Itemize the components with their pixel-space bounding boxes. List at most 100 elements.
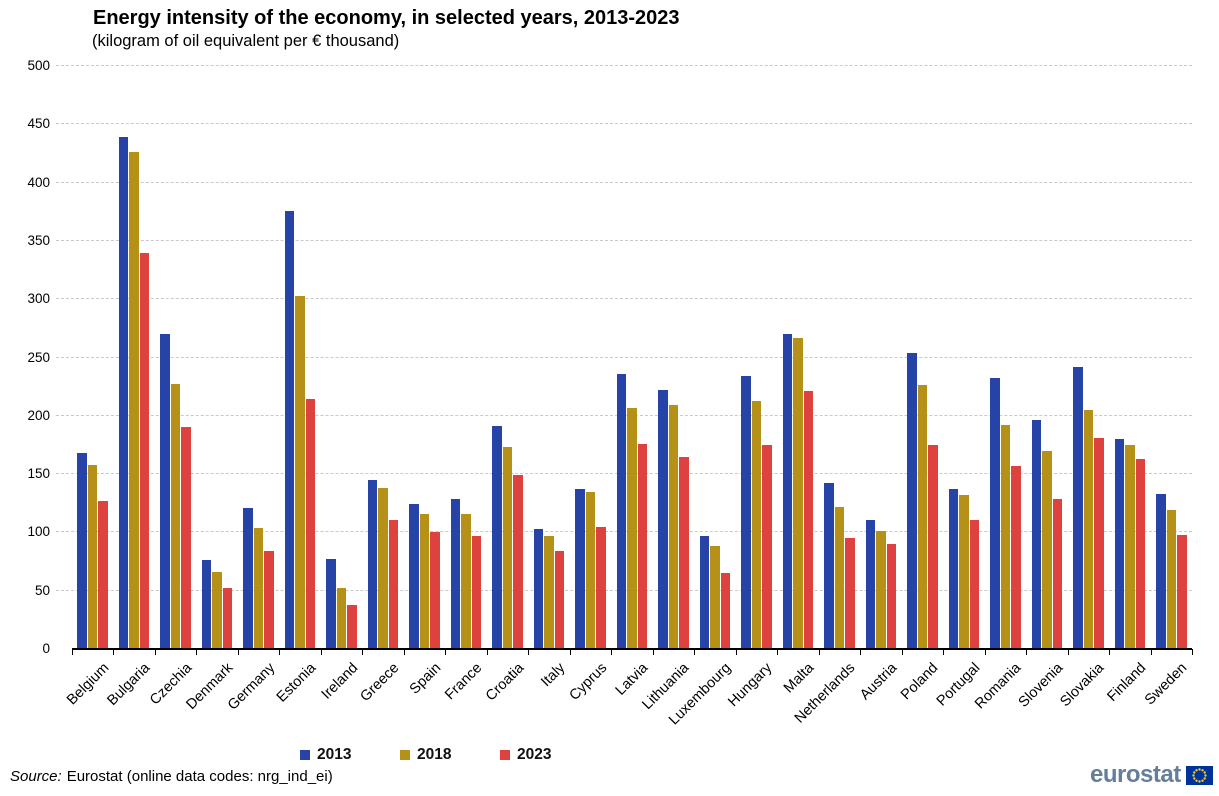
- bar-bulgaria-2013: [118, 137, 129, 649]
- x-axis-tick: [943, 649, 945, 655]
- x-axis-tick: [860, 649, 862, 655]
- bar-finland-2013: [1114, 439, 1125, 649]
- bar-spain-2018: [419, 513, 430, 649]
- bar-portugal-2018: [959, 495, 969, 649]
- x-axis-tick: [984, 649, 986, 655]
- gridline-y-350: [56, 239, 1192, 241]
- legend-label-2023: 2023: [517, 746, 552, 763]
- x-axis-tick: [652, 649, 654, 655]
- source-label: Source:: [10, 768, 62, 785]
- bar-finland-2018: [1125, 444, 1135, 649]
- x-axis-line: [72, 648, 1192, 650]
- bar-lithuania-2018: [668, 405, 679, 649]
- bar-romania-2018: [1000, 425, 1011, 649]
- bar-cyprus-2023: [596, 526, 606, 649]
- y-axis-tick-label: 400: [27, 174, 50, 190]
- bar-slovakia-2023: [1094, 437, 1104, 649]
- source-note: Source: Eurostat (online data codes: nrg_…: [10, 768, 333, 785]
- x-axis-tick: [445, 649, 447, 655]
- eu-flag-icon: [1185, 765, 1213, 785]
- x-axis-tick: [279, 649, 281, 655]
- bar-estonia-2018: [295, 295, 305, 649]
- bar-malta-2023: [803, 391, 814, 649]
- y-axis-tick-label: 50: [34, 582, 50, 598]
- gridline-y-450: [56, 123, 1192, 125]
- x-axis-tick: [486, 649, 488, 655]
- bar-slovenia-2023: [1052, 498, 1063, 649]
- x-axis-tick: [154, 649, 156, 655]
- bar-slovakia-2013: [1073, 366, 1083, 649]
- bar-belgium-2018: [87, 464, 98, 649]
- bar-spain-2023: [430, 532, 440, 649]
- bar-portugal-2023: [969, 519, 980, 649]
- bar-croatia-2013: [492, 426, 502, 649]
- bar-czechia-2013: [160, 334, 170, 649]
- bar-hungary-2018: [751, 400, 762, 649]
- bar-luxembourg-2018: [710, 546, 720, 649]
- x-axis-tick: [1026, 649, 1028, 655]
- x-axis-tick: [320, 649, 322, 655]
- y-axis-tick-label: 0: [42, 641, 50, 656]
- bar-germany-2023: [264, 551, 274, 649]
- bar-netherlands-2013: [824, 483, 834, 649]
- x-axis-tick: [113, 649, 115, 655]
- x-axis-tick: [196, 649, 198, 655]
- legend-item-2018: 2018: [400, 747, 451, 763]
- bar-italy-2013: [533, 528, 544, 649]
- bar-portugal-2013: [948, 489, 959, 649]
- x-axis-tick: [72, 649, 73, 655]
- bar-netherlands-2018: [834, 506, 845, 649]
- bar-ireland-2013: [326, 559, 336, 649]
- x-axis-tick: [694, 649, 696, 655]
- x-axis-tick: [362, 649, 364, 655]
- bar-austria-2013: [865, 519, 876, 649]
- bar-estonia-2013: [284, 210, 295, 649]
- legend-swatch-2023: [500, 750, 510, 760]
- y-axis-tick-label: 100: [27, 524, 50, 540]
- legend-item-2013: 2013: [300, 747, 351, 763]
- x-axis-tick: [528, 649, 530, 655]
- bar-hungary-2013: [741, 376, 751, 649]
- bar-latvia-2013: [616, 373, 627, 649]
- x-axis-tick: [611, 649, 613, 655]
- x-axis-tick: [777, 649, 779, 655]
- bar-poland-2023: [928, 444, 938, 649]
- bar-czechia-2023: [181, 427, 191, 649]
- x-axis-tick: [1067, 649, 1069, 655]
- bar-malta-2018: [793, 337, 803, 649]
- bar-belgium-2013: [77, 453, 87, 649]
- bar-italy-2018: [544, 535, 554, 649]
- bar-lithuania-2013: [658, 390, 668, 649]
- bar-croatia-2018: [502, 447, 513, 649]
- bar-latvia-2023: [637, 443, 648, 649]
- y-axis-tick-label: 200: [27, 407, 50, 423]
- legend-label-2018: 2018: [417, 746, 452, 763]
- bar-sweden-2023: [1177, 534, 1187, 649]
- bar-belgium-2023: [98, 500, 108, 649]
- y-axis-tick-label: 500: [27, 58, 50, 73]
- bar-latvia-2018: [627, 407, 637, 649]
- bar-luxembourg-2013: [699, 535, 710, 649]
- source-text: Eurostat (online data codes: nrg_ind_ei): [66, 768, 333, 785]
- bar-ireland-2023: [347, 604, 357, 649]
- legend-item-2023: 2023: [500, 747, 551, 763]
- bar-france-2013: [450, 498, 461, 649]
- bar-austria-2023: [886, 544, 897, 649]
- bar-greece-2018: [378, 488, 388, 649]
- bar-poland-2018: [917, 385, 928, 649]
- bar-netherlands-2023: [845, 538, 855, 649]
- bar-ireland-2018: [336, 588, 347, 649]
- chart-subtitle: (kilogram of oil equivalent per € thousa…: [92, 32, 400, 50]
- bar-slovenia-2018: [1042, 450, 1052, 649]
- bar-malta-2013: [782, 334, 793, 649]
- legend-swatch-2018: [400, 750, 410, 760]
- bar-croatia-2023: [513, 475, 523, 649]
- x-axis-tick: [1150, 649, 1152, 655]
- x-axis-tick: [403, 649, 405, 655]
- y-axis-tick-label: 350: [27, 232, 50, 248]
- bar-estonia-2023: [305, 399, 316, 649]
- bar-slovakia-2018: [1083, 409, 1094, 649]
- y-axis-tick-label: 450: [27, 116, 50, 132]
- x-axis-tick: [569, 649, 571, 655]
